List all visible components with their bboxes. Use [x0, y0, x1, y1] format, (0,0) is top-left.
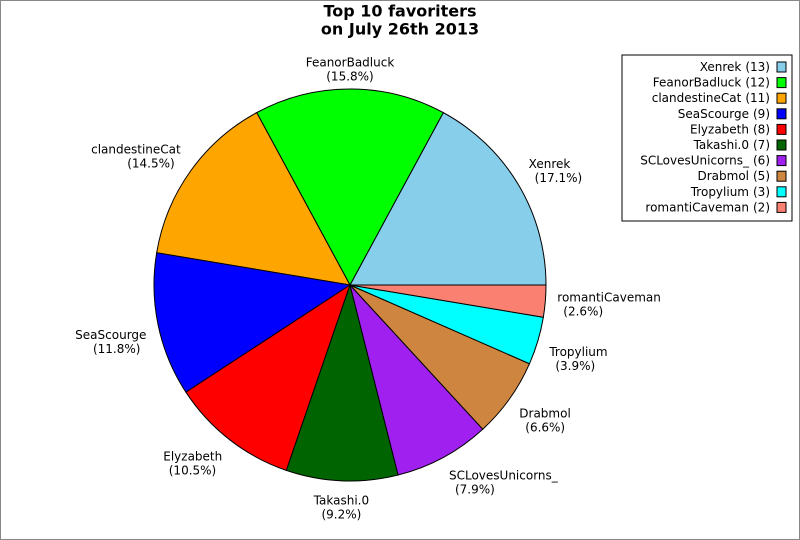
slice-percent: (6.6%)	[525, 420, 565, 434]
legend-count: (2)	[753, 200, 770, 214]
slice-label: Drabmol	[519, 406, 571, 420]
slice-percent: (17.1%)	[535, 171, 582, 185]
legend-label: romantiCaveman (2)	[645, 200, 770, 214]
chart-title: Top 10 favoriters	[323, 2, 476, 21]
pie-slice	[153, 252, 352, 393]
slice-label: clandestineCat	[91, 143, 181, 157]
legend-swatch	[776, 201, 787, 213]
legend-name: clandestineCat	[652, 91, 742, 105]
legend-swatch	[776, 155, 787, 167]
legend-name: romantiCaveman	[645, 200, 749, 214]
legend-label: Takashi.0 (7)	[693, 138, 770, 152]
slice-label: Xenrek	[529, 157, 571, 171]
legend-count: (3)	[753, 184, 770, 198]
slice-percent: (11.8%)	[93, 342, 140, 356]
slice-label: Takashi.0	[313, 493, 369, 507]
legend-count: (7)	[753, 138, 770, 152]
legend-label: Drabmol (5)	[697, 169, 770, 183]
legend-name: Xenrek	[700, 60, 742, 74]
pie-slice	[156, 111, 351, 286]
slice-percent: (15.8%)	[326, 70, 373, 84]
legend-name: Drabmol	[697, 169, 749, 183]
slice-percent: (9.2%)	[321, 507, 361, 521]
slice-percent: (10.5%)	[169, 464, 216, 478]
legend-label: Tropylium (3)	[690, 184, 770, 198]
legend-swatch	[776, 61, 787, 73]
pie-slice	[349, 284, 547, 318]
legend-count: (8)	[753, 122, 770, 136]
legend-count: (11)	[745, 91, 770, 105]
pie-slice	[285, 283, 399, 482]
legend-label: SeaScourge (9)	[678, 106, 770, 120]
legend-name: Takashi.0	[693, 138, 749, 152]
legend-label: clandestineCat (11)	[652, 91, 770, 105]
pie-slice	[349, 284, 484, 476]
slice-percent: (2.6%)	[563, 305, 603, 319]
legend-label: Xenrek (13)	[700, 60, 770, 74]
legend-name: SCLovesUnicorns_	[640, 153, 750, 167]
slice-label: SeaScourge	[75, 328, 146, 342]
legend-name: Tropylium	[690, 184, 749, 198]
legend-swatch	[776, 77, 787, 89]
slice-label: Tropylium	[548, 345, 607, 359]
legend-swatch	[776, 170, 787, 182]
slice-percent: (7.9%)	[455, 482, 495, 496]
slice-label: FeanorBadluck	[306, 56, 395, 70]
slice-label: Elyzabeth	[163, 450, 222, 464]
legend-swatch	[776, 186, 787, 198]
legend-name: FeanorBadluck	[653, 75, 742, 89]
legend-swatch	[776, 108, 787, 120]
pie-slice	[256, 88, 444, 287]
chart-title: on July 26th 2013	[321, 20, 479, 39]
slice-percent: (14.5%)	[127, 157, 174, 171]
legend-swatch	[776, 92, 787, 104]
legend-label: Elyzabeth (8)	[690, 122, 770, 136]
slice-percent: (3.9%)	[555, 359, 595, 373]
pie-slice	[349, 111, 547, 286]
legend-name: Elyzabeth	[690, 122, 749, 136]
legend-box	[621, 54, 793, 222]
slice-label: romantiCaveman	[557, 291, 661, 305]
legend-label: FeanorBadluck (12)	[653, 75, 770, 89]
legend-label: SCLovesUnicorns_ (6)	[640, 153, 770, 167]
legend-swatch	[776, 123, 787, 135]
legend-count: (6)	[753, 153, 770, 167]
legend-count: (13)	[745, 60, 770, 74]
legend-count: (12)	[745, 75, 770, 89]
legend-count: (5)	[753, 169, 770, 183]
legend-count: (9)	[753, 106, 770, 120]
legend-name: SeaScourge	[678, 106, 749, 120]
legend: Xenrek (13)FeanorBadluck (12)clandestineCa…	[621, 54, 793, 222]
slice-label: SCLovesUnicorns_	[449, 468, 559, 482]
legend-swatch	[776, 139, 787, 151]
pie-slice	[185, 283, 351, 472]
